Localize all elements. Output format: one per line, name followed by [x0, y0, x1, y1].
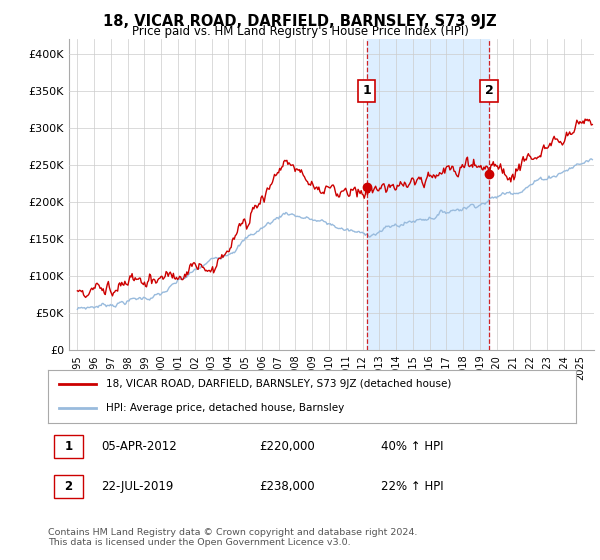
Text: 1: 1: [362, 85, 371, 97]
FancyBboxPatch shape: [55, 475, 83, 498]
Text: £220,000: £220,000: [259, 440, 315, 453]
Text: 18, VICAR ROAD, DARFIELD, BARNSLEY, S73 9JZ: 18, VICAR ROAD, DARFIELD, BARNSLEY, S73 …: [103, 14, 497, 29]
Text: 22-JUL-2019: 22-JUL-2019: [101, 480, 173, 493]
Text: £238,000: £238,000: [259, 480, 315, 493]
Text: Contains HM Land Registry data © Crown copyright and database right 2024.
This d: Contains HM Land Registry data © Crown c…: [48, 528, 418, 547]
Text: 40% ↑ HPI: 40% ↑ HPI: [380, 440, 443, 453]
Text: 18, VICAR ROAD, DARFIELD, BARNSLEY, S73 9JZ (detached house): 18, VICAR ROAD, DARFIELD, BARNSLEY, S73 …: [106, 379, 451, 389]
Text: 22% ↑ HPI: 22% ↑ HPI: [380, 480, 443, 493]
Text: 1: 1: [65, 440, 73, 453]
Text: Price paid vs. HM Land Registry's House Price Index (HPI): Price paid vs. HM Land Registry's House …: [131, 25, 469, 38]
FancyBboxPatch shape: [55, 435, 83, 458]
Text: 2: 2: [65, 480, 73, 493]
Text: 2: 2: [485, 85, 493, 97]
Text: HPI: Average price, detached house, Barnsley: HPI: Average price, detached house, Barn…: [106, 403, 344, 413]
Bar: [367, 39, 489, 350]
Text: 05-APR-2012: 05-APR-2012: [101, 440, 176, 453]
